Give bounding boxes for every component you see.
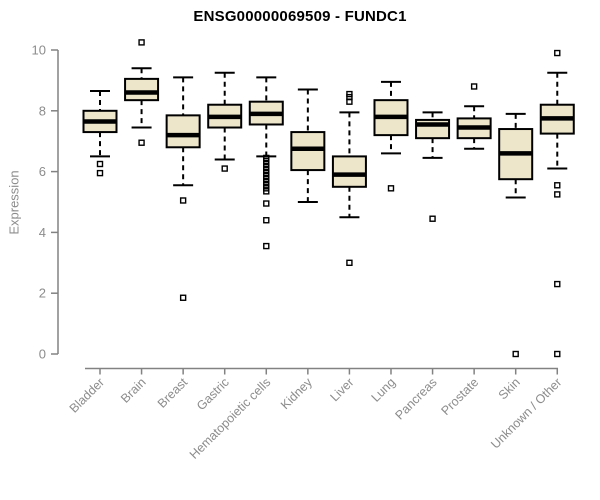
outlier-point: [179, 197, 187, 204]
outlier-point: [263, 242, 270, 250]
x-category-label: Pancreas: [392, 375, 439, 422]
outlier-point: [263, 200, 270, 207]
outlier-point: [470, 83, 478, 90]
outlier-point: [96, 160, 104, 168]
outlier-point: [221, 165, 228, 172]
x-category-label: Bladder: [67, 375, 107, 415]
outlier-point: [387, 185, 395, 192]
x-category-label: Prostate: [438, 375, 481, 418]
outlier-point: [346, 98, 353, 105]
y-tick-label: 6: [39, 164, 46, 179]
outlier-point: [346, 259, 353, 266]
y-tick-label: 8: [39, 103, 46, 118]
y-tick-label: 0: [39, 347, 46, 362]
outlier-point: [554, 182, 561, 189]
outlier-point: [138, 139, 145, 146]
x-category-label: Brain: [118, 375, 149, 406]
x-category-label: Gastric: [194, 375, 232, 413]
outlier-point: [263, 188, 270, 195]
outlier-point: [554, 49, 561, 57]
x-category-label: Skin: [496, 375, 523, 402]
x-category-label: Lung: [369, 375, 399, 405]
outlier-point: [179, 294, 187, 301]
outlier-point: [429, 215, 436, 222]
x-category-label: Kidney: [278, 375, 315, 412]
outlier-point: [263, 217, 270, 224]
outlier-point: [554, 280, 561, 288]
outlier-point: [138, 39, 145, 46]
box-brain: [124, 77, 160, 102]
y-tick-label: 10: [32, 43, 46, 58]
y-tick-label: 4: [39, 225, 46, 240]
outlier-point: [554, 191, 561, 198]
outlier-point: [512, 350, 519, 358]
x-category-label: Hematopoietic cells: [187, 375, 274, 462]
x-category-label: Breast: [155, 375, 191, 411]
outlier-point: [96, 169, 104, 177]
box-kidney: [290, 131, 326, 172]
outlier-point: [554, 350, 561, 358]
box-liver: [331, 155, 367, 188]
x-category-label: Liver: [327, 375, 356, 404]
y-tick-label: 2: [39, 286, 46, 301]
x-category-label: Unknown / Other: [488, 375, 564, 451]
box-breast: [165, 114, 201, 149]
chart-title: ENSG00000069509 - FUNDC1: [193, 8, 407, 25]
